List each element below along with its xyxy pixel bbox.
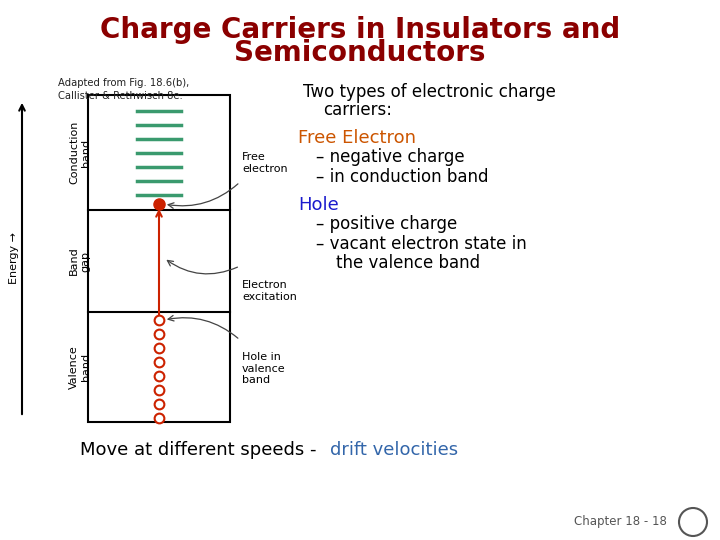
Text: Conduction
band: Conduction band xyxy=(69,121,91,184)
Text: Free
electron: Free electron xyxy=(242,152,287,174)
Text: Valence
band: Valence band xyxy=(69,345,91,389)
Text: Hole in
valence
band: Hole in valence band xyxy=(242,352,286,385)
Text: Adapted from Fig. 18.6(b),
Callister & Rethwisch 8e.: Adapted from Fig. 18.6(b), Callister & R… xyxy=(58,78,189,101)
Text: W: W xyxy=(686,514,700,526)
Text: – positive charge: – positive charge xyxy=(316,215,457,233)
Text: Free Electron: Free Electron xyxy=(298,129,416,147)
Text: Energy →: Energy → xyxy=(9,233,19,285)
Text: Electron
excitation: Electron excitation xyxy=(242,280,297,302)
Text: – negative charge: – negative charge xyxy=(316,148,464,166)
Text: the valence band: the valence band xyxy=(336,254,480,272)
Text: – vacant electron state in: – vacant electron state in xyxy=(316,235,527,253)
Text: J: J xyxy=(692,522,694,532)
Circle shape xyxy=(679,508,707,536)
Text: Charge Carriers in Insulators and: Charge Carriers in Insulators and xyxy=(100,16,620,44)
Text: Hole: Hole xyxy=(298,196,338,214)
Text: – in conduction band: – in conduction band xyxy=(316,168,488,186)
Text: Semiconductors: Semiconductors xyxy=(234,39,486,67)
Text: Move at different speeds -: Move at different speeds - xyxy=(80,441,323,459)
Text: carriers:: carriers: xyxy=(323,101,392,119)
Bar xyxy=(88,95,230,422)
Text: drift velocities: drift velocities xyxy=(330,441,458,459)
Text: Two types of electronic charge: Two types of electronic charge xyxy=(303,83,556,101)
Text: Band
gap: Band gap xyxy=(69,247,91,275)
Text: Chapter 18 - 18: Chapter 18 - 18 xyxy=(574,516,667,529)
